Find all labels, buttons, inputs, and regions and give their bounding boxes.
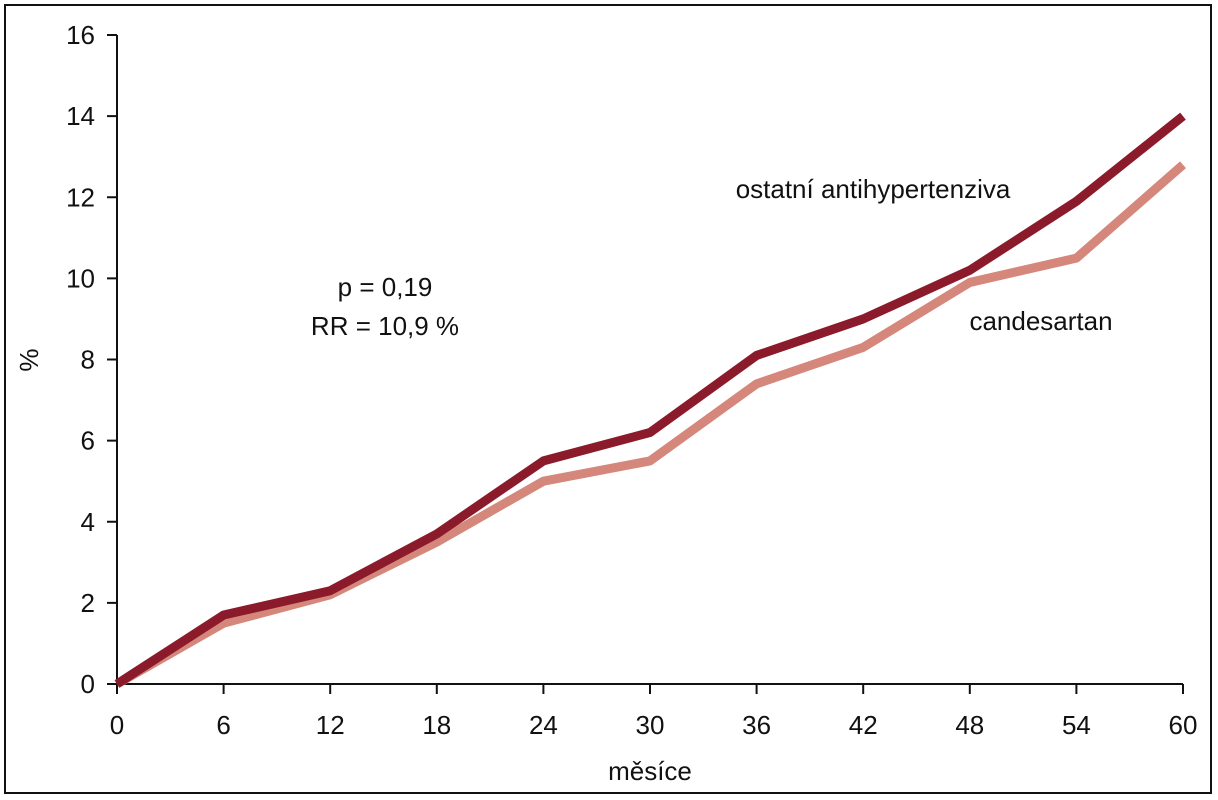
y-tick-label: 14 bbox=[66, 101, 95, 131]
y-tick-label: 12 bbox=[66, 182, 95, 212]
axes bbox=[116, 35, 1183, 685]
x-tick-label: 18 bbox=[422, 710, 451, 740]
x-tick-label: 60 bbox=[1169, 710, 1198, 740]
y-ticks: 0 2 4 6 8 10 12 14 16 bbox=[66, 20, 117, 699]
x-tick-label: 0 bbox=[110, 710, 124, 740]
series-layer bbox=[114, 112, 1186, 688]
p-value-annotation: p = 0,19 bbox=[338, 272, 433, 302]
y-tick-label: 2 bbox=[81, 588, 95, 618]
x-tick-label: 6 bbox=[216, 710, 230, 740]
y-axis-label: % bbox=[14, 348, 44, 371]
y-tick-label: 10 bbox=[66, 263, 95, 293]
y-tick-label: 16 bbox=[66, 20, 95, 50]
x-tick-label: 12 bbox=[316, 710, 345, 740]
x-tick-label: 42 bbox=[849, 710, 878, 740]
x-ticks: 0 6 12 18 24 30 36 42 48 54 60 bbox=[110, 684, 1198, 740]
series-line-0 bbox=[114, 112, 1186, 688]
y-tick-label: 0 bbox=[81, 669, 95, 699]
series-line-1 bbox=[114, 161, 1186, 688]
chart-frame bbox=[4, 4, 1212, 794]
series-label-candesartan: candesartan bbox=[969, 306, 1112, 336]
x-tick-label: 36 bbox=[742, 710, 771, 740]
x-tick-label: 54 bbox=[1062, 710, 1091, 740]
y-tick-label: 6 bbox=[81, 426, 95, 456]
y-tick-label: 4 bbox=[81, 507, 95, 537]
x-tick-label: 30 bbox=[636, 710, 665, 740]
x-tick-label: 24 bbox=[529, 710, 558, 740]
x-axis-label: měsíce bbox=[608, 756, 692, 786]
y-tick-label: 8 bbox=[81, 345, 95, 375]
rr-annotation: RR = 10,9 % bbox=[311, 311, 459, 341]
series-label-ostatni: ostatní antihypertenziva bbox=[736, 174, 1011, 204]
x-tick-label: 48 bbox=[955, 710, 984, 740]
